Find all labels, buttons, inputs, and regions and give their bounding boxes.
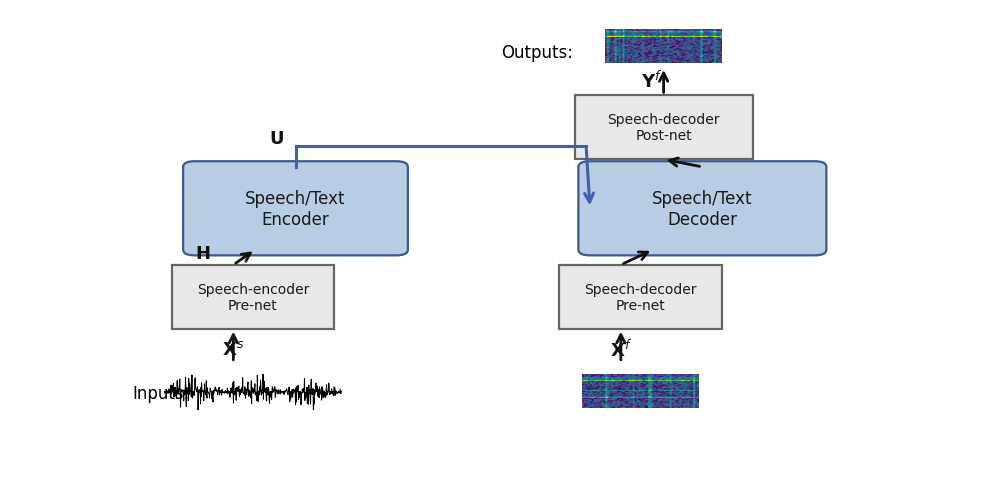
Text: Speech-decoder
Pre-net: Speech-decoder Pre-net (584, 282, 697, 312)
Text: Inputs:: Inputs: (133, 384, 190, 402)
Text: $\mathbf{H}$: $\mathbf{H}$ (195, 245, 210, 263)
Text: Speech/Text
Encoder: Speech/Text Encoder (245, 189, 346, 228)
FancyBboxPatch shape (172, 265, 334, 329)
FancyBboxPatch shape (183, 162, 408, 256)
FancyBboxPatch shape (559, 265, 722, 329)
Text: Outputs:: Outputs: (501, 44, 573, 62)
Text: Speech-decoder
Post-net: Speech-decoder Post-net (607, 113, 720, 143)
Text: $\mathbf{U}$: $\mathbf{U}$ (269, 130, 284, 147)
FancyBboxPatch shape (574, 96, 753, 160)
FancyBboxPatch shape (578, 162, 826, 256)
Text: Speech/Text
Decoder: Speech/Text Decoder (652, 189, 753, 228)
Text: $\mathbf{X}^f$: $\mathbf{X}^f$ (610, 339, 632, 360)
Text: Speech-encoder
Pre-net: Speech-encoder Pre-net (197, 282, 309, 312)
Text: $\mathbf{X}^s$: $\mathbf{X}^s$ (222, 341, 245, 359)
Text: $\mathbf{Y}^f$: $\mathbf{Y}^f$ (641, 71, 663, 92)
